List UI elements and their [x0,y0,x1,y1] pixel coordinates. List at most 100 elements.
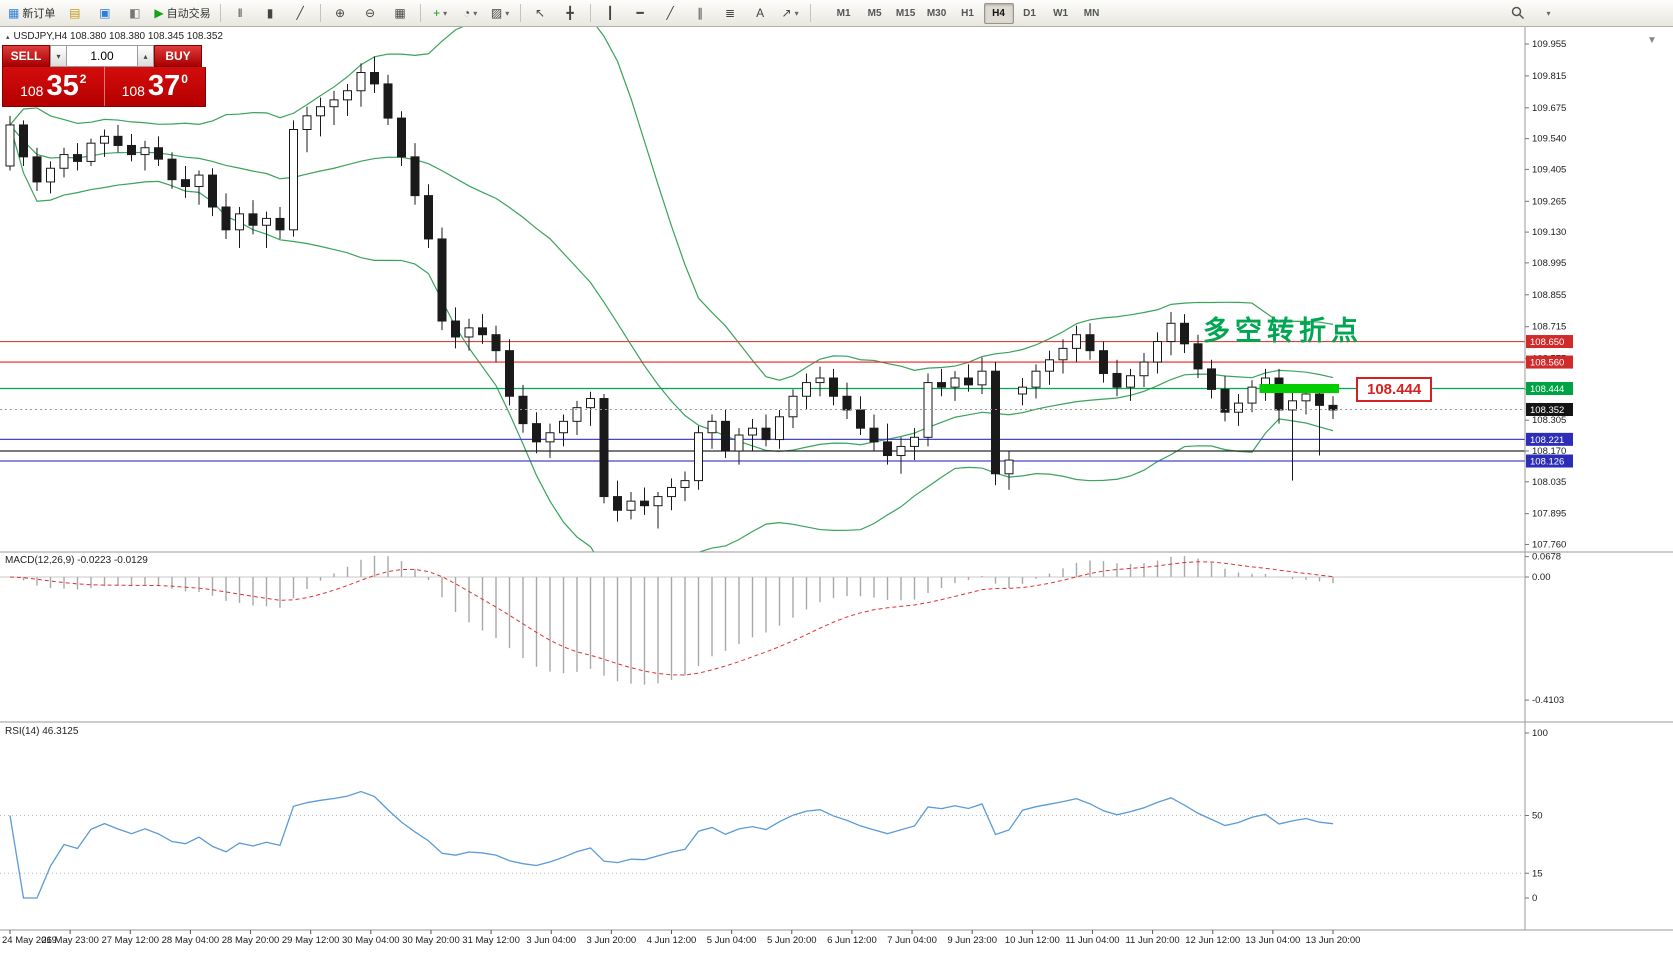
buy-button[interactable]: BUY [154,45,202,67]
trendline-icon: ╱ [666,6,674,20]
price-axis-box [1526,382,1573,396]
rsi-scale-label: 50 [1532,811,1543,822]
new-order-button[interactable]: ▦ 新订单 [4,2,59,25]
svg-text:29 May 12:00: 29 May 12:00 [282,935,340,946]
price-axis[interactable]: 109.955 109.815 109.675 109.540 109.405 109.2… [1525,39,1573,550]
svg-text:108.305: 108.305 [1532,415,1566,426]
timeframe-h1[interactable]: H1 [961,7,974,19]
profiles-icon: ▣ [99,6,111,20]
svg-text:5 Jun 04:00: 5 Jun 04:00 [707,935,757,946]
svg-text:107.895: 107.895 [1532,509,1566,520]
profiles-button[interactable]: ▣ [90,2,119,25]
timeframe-m5[interactable]: M5 [867,7,882,19]
svg-text:108.126: 108.126 [1530,457,1564,468]
rsi-indicator-label: RSI(14) 46.3125 [5,726,79,737]
text-label-button[interactable]: A [746,2,775,25]
svg-text:9 Jun 23:00: 9 Jun 23:00 [947,935,997,946]
toolbar-more-button[interactable]: ▾ [1534,2,1563,25]
clock-icon: ◔ [462,6,471,20]
search-button[interactable] [1503,2,1532,25]
alerts-button[interactable]: ◧ [120,2,149,25]
price-axis-box [1526,335,1573,349]
svg-text:30 May 04:00: 30 May 04:00 [342,935,400,946]
arrow-icon: ↗ [781,6,792,20]
line-chart-button[interactable]: ╱ [286,2,315,25]
sell-price-display[interactable]: 108 35 2 [3,67,104,106]
svg-text:12 Jun 12:00: 12 Jun 12:00 [1185,935,1240,946]
svg-text:109.540: 109.540 [1532,134,1566,145]
toolbar-right-group: ▾ [1503,2,1563,25]
price-axis-box [1526,432,1573,446]
play-icon: ▶ [154,6,164,20]
svg-text:11 Jun 20:00: 11 Jun 20:00 [1125,935,1179,946]
svg-text:30 May 20:00: 30 May 20:00 [402,935,460,946]
price-callout-label[interactable]: 108.444 [1356,377,1433,402]
trendline-button[interactable]: ╱ [656,2,685,25]
crosshair-icon: ╋ [566,6,574,20]
volume-increase-button[interactable]: ▴ [137,45,154,67]
templates-button[interactable]: ▨ ▾ [486,2,515,25]
arrows-button[interactable]: ↗ ▾ [776,2,805,25]
sell-button[interactable]: SELL [2,45,50,67]
svg-text:109.405: 109.405 [1532,164,1566,175]
timeframe-m30[interactable]: M30 [926,7,947,19]
buy-price-big: 37 [147,70,181,102]
channel-icon: ∥ [697,6,704,20]
chart-canvas[interactable]: 0.06780.00-0.410310050150109.955109.8151… [0,27,1673,953]
search-icon [1511,6,1524,20]
toolbar-button-group: ▦ 新订单 ▤ ▣ ◧ ▶ 自动交易 ‖ ▮ ╱ ⊕ ⊖ ▦ + ▾ ◔ ▾ ▨ ▾ ↖ ╋ ┃ ━ ╱ ∥ ≣ A ↗ ▾ [4,2,815,25]
crosshair-button[interactable]: ╋ [556,2,585,25]
indicators-button[interactable]: + ▾ [426,2,455,25]
highlight-segment[interactable] [1259,384,1340,394]
cursor-icon: ↖ [535,6,546,20]
new-order-icon: ▦ [8,6,20,20]
tile-windows-button[interactable]: ▦ [386,2,415,25]
svg-text:27 May 12:00: 27 May 12:00 [101,935,159,946]
zoom-in-button[interactable]: ⊕ [326,2,355,25]
buy-price-display[interactable]: 108 37 0 [105,67,206,106]
bollinger-upper-band [9,27,1334,381]
pivot-point-annotation[interactable]: 多空转折点 [1203,316,1363,346]
svg-text:108.650: 108.650 [1530,337,1564,348]
vertical-line-button[interactable]: ┃ [596,2,625,25]
horizontal-line-button[interactable]: ━ [626,2,655,25]
chevron-down-icon: ▾ [1546,8,1551,18]
tile-windows-icon: ▦ [394,6,406,20]
volume-decrease-button[interactable]: ▾ [50,45,67,67]
svg-text:108.352: 108.352 [1530,405,1564,416]
channel-button[interactable]: ∥ [686,2,715,25]
rsi-scale-label: 100 [1532,728,1548,739]
timeframe-w1[interactable]: W1 [1053,7,1069,19]
bar-chart-button[interactable]: ‖ [226,2,255,25]
cursor-button[interactable]: ↖ [526,2,555,25]
svg-text:109.130: 109.130 [1532,227,1566,238]
svg-text:4 Jun 12:00: 4 Jun 12:00 [647,935,697,946]
timeframe-m1[interactable]: M1 [836,7,851,19]
volume-input[interactable] [67,45,137,67]
timeframe-mn[interactable]: MN [1083,7,1100,19]
text-icon: A [756,6,765,20]
speaker-icon: ◧ [129,6,141,20]
chart-window-button[interactable]: ▤ [60,2,89,25]
svg-text:26 May 23:00: 26 May 23:00 [41,935,99,946]
macd-scale-label: -0.4103 [1532,695,1564,706]
timeframe-toolbar: M1 M5 M15 M30 H1 H4 D1 W1 MN [829,2,1107,24]
timeframe-h4[interactable]: H4 [983,2,1014,24]
periods-button[interactable]: ◔ ▾ [456,2,485,25]
zoom-out-button[interactable]: ⊖ [356,2,385,25]
rsi-line [9,790,1334,899]
auto-trading-button[interactable]: ▶ 自动交易 [150,2,214,25]
panel-toggle-icon[interactable]: ▴ [6,33,10,41]
svg-text:6 Jun 12:00: 6 Jun 12:00 [827,935,877,946]
fibonacci-button[interactable]: ≣ [716,2,745,25]
timeframe-m15[interactable]: M15 [895,7,916,19]
candlestick-chart-button[interactable]: ▮ [256,2,285,25]
timeframe-d1[interactable]: D1 [1023,7,1036,19]
main-price-panel [0,27,1525,552]
svg-text:108.170: 108.170 [1532,446,1566,457]
scroll-to-end-icon[interactable]: ▼ [1647,35,1657,46]
caret-down-icon: ▾ [56,51,61,61]
new-chart-icon: ▤ [69,6,81,20]
new-order-button-label: 新订单 [22,8,56,20]
